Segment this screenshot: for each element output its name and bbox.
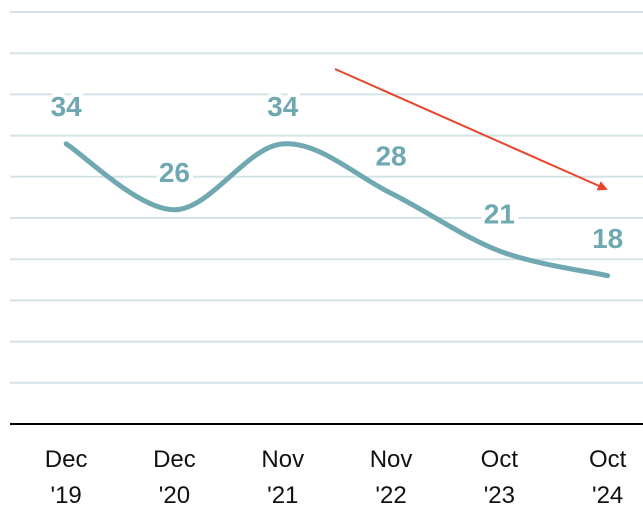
x-tick-label: Oct '23 [481,446,519,509]
labels: Dec '19 Dec '20 Nov '21 Nov '22 Oct '23 Oct '24 34 26… [45,87,627,509]
x-tick-label: Dec '19 [45,446,88,509]
data-label: 26 [159,157,190,188]
data-label: 34 [267,91,299,122]
x-tick-label: Oct '24 [589,446,627,509]
line [63,141,611,279]
trend-arrow [334,68,608,191]
x-tick-label: Dec '20 [153,446,196,509]
x-tick-label: Nov '21 [261,446,304,509]
data-label: 18 [592,223,623,254]
data-label: 34 [51,91,83,122]
x-tick-label: Nov '22 [370,446,413,509]
grid [10,11,643,425]
data-label: 21 [484,198,515,229]
plot [63,141,611,279]
data-label: 28 [375,141,406,172]
